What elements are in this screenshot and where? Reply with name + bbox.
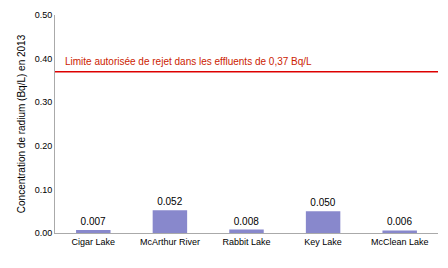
svg-text:0.006: 0.006: [387, 216, 412, 227]
svg-text:0.050: 0.050: [310, 197, 335, 208]
svg-text:Rabbit Lake: Rabbit Lake: [222, 237, 270, 247]
svg-text:Limite autorisée de rejet dans: Limite autorisée de rejet dans les efflu…: [65, 56, 312, 67]
svg-text:Cigar Lake: Cigar Lake: [72, 237, 116, 247]
svg-text:McClean Lake: McClean Lake: [371, 237, 429, 247]
svg-text:Concentration de radium (Bq/L): Concentration de radium (Bq/L) en 2013: [16, 34, 27, 213]
svg-text:0.50: 0.50: [35, 10, 53, 20]
svg-text:0.007: 0.007: [81, 216, 106, 227]
svg-text:0.10: 0.10: [35, 185, 53, 195]
svg-text:0.00: 0.00: [35, 228, 53, 238]
svg-text:0.20: 0.20: [35, 141, 53, 151]
svg-text:0.008: 0.008: [234, 216, 259, 227]
svg-text:0.40: 0.40: [35, 54, 53, 64]
svg-text:Key Lake: Key Lake: [304, 237, 342, 247]
svg-text:0.052: 0.052: [157, 196, 182, 207]
svg-text:McArthur River: McArthur River: [140, 237, 200, 247]
svg-text:0.30: 0.30: [35, 97, 53, 107]
